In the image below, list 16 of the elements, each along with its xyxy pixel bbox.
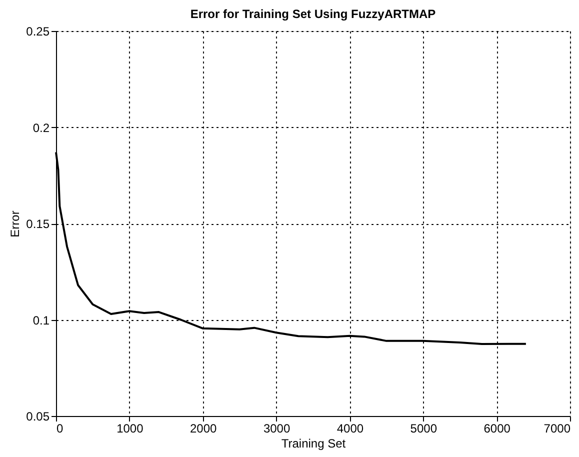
x-tick-label: 5000 [410,422,438,436]
x-tick-label: 2000 [190,422,218,436]
y-tick-label: 0.25 [26,24,50,38]
chart-title: Error for Training Set Using FuzzyARTMAP [190,7,436,21]
x-tick-label: 4000 [336,422,364,436]
x-tick-label: 3000 [263,422,290,436]
y-tick-label: 0.2 [32,120,50,135]
y-tick-label: 0.15 [26,217,50,231]
x-tick-label: 7000 [544,422,571,436]
y-tick-label: 0.1 [32,313,50,328]
y-tick-label: 0.05 [26,410,50,424]
x-tick-label: 6000 [484,422,511,436]
y-axis-title: Error [8,210,22,238]
x-axis-title: Training Set [281,436,346,450]
x-tick-label: 0 [56,422,64,436]
x-tick-label: 1000 [116,422,144,436]
